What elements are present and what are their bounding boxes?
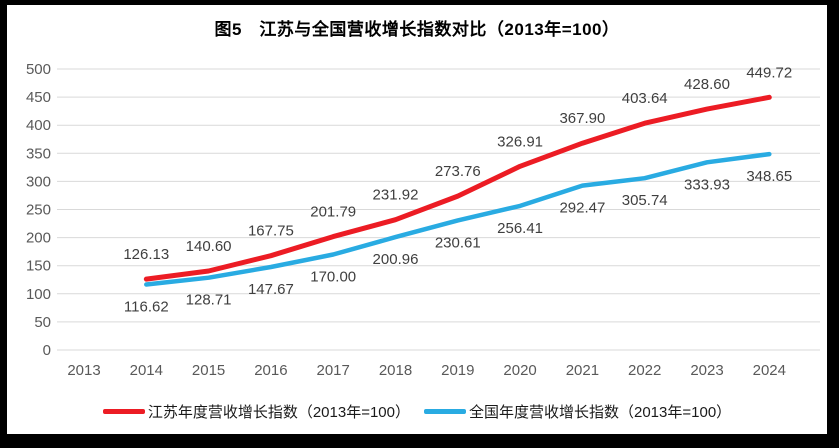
national-series-data-label: 200.96 xyxy=(373,251,419,268)
x-tick-label: 2019 xyxy=(441,362,474,379)
legend-label-jiangsu: 江苏年度营收增长指数（2013年=100） xyxy=(147,403,410,421)
chart-title: 图5 江苏与全国营收增长指数对比（2013年=100） xyxy=(214,20,620,39)
x-tick-label: 2024 xyxy=(753,362,786,379)
legend-item-jiangsu: 江苏年度营收增长指数（2013年=100） xyxy=(102,401,410,422)
y-tick-label: 500 xyxy=(26,61,51,78)
jiangsu-series-data-label: 273.76 xyxy=(435,163,481,180)
national-line-swatch xyxy=(424,408,466,414)
jiangsu-series-data-label: 167.75 xyxy=(248,223,294,240)
y-tick-label: 200 xyxy=(26,230,51,247)
chart-canvas: 图5 江苏与全国营收增长指数对比（2013年=100） 0 50 100 150 200… xyxy=(7,5,827,434)
national-series-data-label: 116.62 xyxy=(124,299,169,316)
jiangsu-line-swatch xyxy=(102,408,145,414)
y-tick-label: 300 xyxy=(26,173,51,190)
line-chart-plot: 0 50 100 150 200 250 300 350 400 450 500 2013 2014 20… xyxy=(26,61,820,379)
national-series-data-label: 348.65 xyxy=(746,168,792,185)
legend-item-national: 全国年度营收增长指数（2013年=100） xyxy=(424,401,731,422)
national-series-data-label: 147.67 xyxy=(248,281,294,298)
x-tick-label: 2014 xyxy=(130,362,163,379)
x-tick-label: 2017 xyxy=(317,362,350,379)
jiangsu-series-data-label: 201.79 xyxy=(310,204,356,221)
y-tick-label: 450 xyxy=(26,89,51,106)
y-tick-label: 0 xyxy=(43,342,51,359)
x-tick-label: 2021 xyxy=(566,362,599,379)
national-series-data-label: 305.74 xyxy=(622,192,668,209)
y-tick-label: 150 xyxy=(26,258,51,275)
x-tick-label: 2016 xyxy=(254,362,287,379)
x-tick-label: 2015 xyxy=(192,362,225,379)
x-tick-label: 2023 xyxy=(690,362,723,379)
y-tick-label: 350 xyxy=(26,145,51,162)
jiangsu-series-data-label: 126.13 xyxy=(123,246,169,263)
x-tick-label: 2020 xyxy=(503,362,536,379)
x-tick-label: 2013 xyxy=(67,362,100,379)
national-series-data-label: 292.47 xyxy=(559,200,605,217)
y-tick-label: 100 xyxy=(26,286,51,303)
y-tick-label: 400 xyxy=(26,117,51,134)
jiangsu-series-data-label: 428.60 xyxy=(684,76,730,93)
national-series-data-label: 256.41 xyxy=(497,220,543,237)
legend-label-national: 全国年度营收增长指数（2013年=100） xyxy=(469,403,732,421)
national-series-data-label: 230.61 xyxy=(435,234,481,251)
chart-legend: 江苏年度营收增长指数（2013年=100） 全国年度营收增长指数（2013年=1… xyxy=(7,399,827,423)
y-tick-label: 250 xyxy=(26,202,51,219)
y-tick-label: 50 xyxy=(34,314,51,331)
national-series-data-label: 128.71 xyxy=(186,292,232,309)
jiangsu-series-data-label: 367.90 xyxy=(559,110,605,127)
x-tick-label: 2022 xyxy=(628,362,661,379)
jiangsu-series-data-label: 140.60 xyxy=(186,238,232,255)
jiangsu-series-line xyxy=(143,94,772,282)
national-series-data-label: 170.00 xyxy=(310,269,356,286)
jiangsu-series-data-label: 449.72 xyxy=(746,64,792,81)
national-series-data-label: 333.93 xyxy=(684,176,730,193)
national-series-line xyxy=(144,151,772,287)
jiangsu-series-data-label: 403.64 xyxy=(622,90,668,107)
jiangsu-series-data-label: 231.92 xyxy=(373,187,419,204)
x-tick-label: 2018 xyxy=(379,362,412,379)
jiangsu-series-data-label: 326.91 xyxy=(497,133,543,150)
